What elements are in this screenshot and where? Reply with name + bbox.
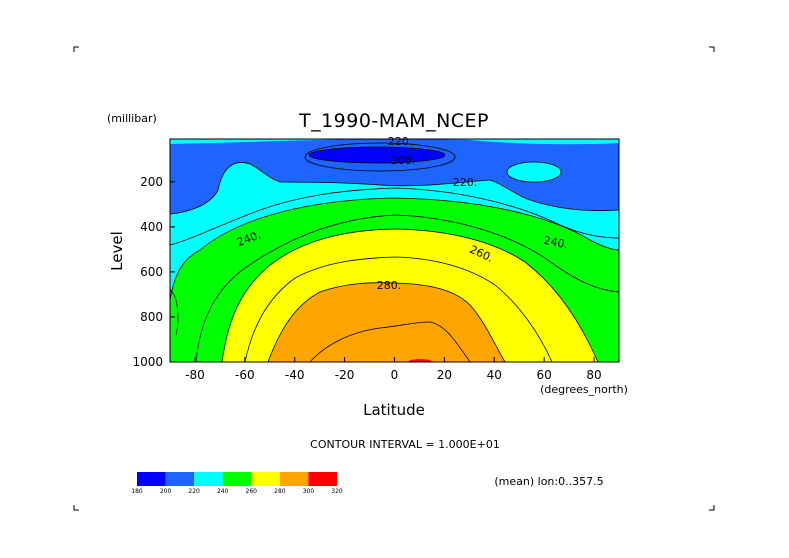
colorbar-swatch: [137, 472, 166, 486]
contour-line-250: [195, 214, 619, 362]
x-tick-label: -80: [185, 368, 205, 382]
contour-line-270: [244, 256, 553, 362]
colorbar-level-label: 300: [303, 488, 315, 495]
band-220-240-island: [507, 162, 561, 182]
x-tick-label: -60: [235, 368, 255, 382]
colorbar-level-label: 280: [274, 488, 286, 495]
colorbar-swatch: [279, 472, 309, 486]
band-200-220: [170, 139, 619, 214]
band-180-200: [309, 147, 445, 163]
colorbar-swatch: [251, 472, 280, 486]
contour-line-290: [309, 321, 471, 362]
contour-line-260: [221, 228, 599, 362]
contour-line-280: [267, 282, 506, 362]
contour-line-240: [170, 197, 619, 301]
x-tick-label: -20: [335, 368, 355, 382]
contour-label: 200.: [391, 154, 416, 167]
corner-mark-bottom-right: [709, 505, 715, 511]
x-axis-title: Latitude: [363, 401, 425, 419]
corner-mark-top-right: [709, 46, 715, 52]
colorbar-level-label: 220: [188, 488, 200, 495]
band-300-320: [408, 359, 432, 362]
colorbar: 180 200 220 240 260 280 300 320: [131, 472, 343, 495]
y-tick-label: 200: [140, 175, 163, 189]
colorbar-level-label: 320: [331, 488, 343, 495]
x-tick-label: 40: [487, 368, 502, 382]
contour-label: 240.: [542, 234, 569, 252]
contour-line-240-edge: [170, 289, 179, 336]
contour-interval-note: CONTOUR INTERVAL = 1.000E+01: [310, 438, 500, 451]
contour-label: 280.: [377, 279, 402, 292]
contour-fill-field: [170, 139, 619, 362]
x-units-label: (degrees_north): [540, 383, 628, 396]
x-tick-label: -40: [285, 368, 305, 382]
y-tick-label: 800: [140, 310, 163, 324]
contour-line-220-island: [506, 161, 562, 183]
y-axis: 200 400 600 800 1000: [132, 175, 175, 369]
x-tick-label: 0: [391, 368, 399, 382]
contour-line-210: [304, 142, 456, 172]
x-axis: -80 -60 -40 -20 0 20 40 60 80: [185, 357, 602, 382]
colorbar-swatch: [194, 472, 223, 486]
subset-note: (mean) lon:0..357.5: [494, 475, 603, 488]
y-axis-title: Level: [108, 231, 126, 271]
band-220-240-top: [170, 139, 619, 145]
colorbar-level-label: 200: [160, 488, 172, 495]
corner-mark-bottom-left: [73, 505, 79, 511]
y-tick-label: 600: [140, 265, 163, 279]
colorbar-swatch: [165, 472, 195, 486]
y-tick-label: 400: [140, 220, 163, 234]
y-units-label: (millibar): [107, 112, 157, 125]
x-tick-label: 80: [586, 368, 601, 382]
corner-mark-top-left: [73, 46, 79, 52]
colorbar-swatch: [222, 472, 252, 486]
colorbar-level-label: 180: [131, 488, 143, 495]
page-corner-marks: [73, 46, 715, 511]
band-280-300: [268, 282, 505, 362]
y-tick-label: 1000: [132, 355, 163, 369]
colorbar-level-label: 240: [217, 488, 229, 495]
contour-line-220: [170, 162, 619, 215]
contour-label: 220.: [388, 135, 413, 148]
x-tick-label: 60: [537, 368, 552, 382]
chart-title: T_1990-MAM_NCEP: [298, 110, 489, 132]
contour-lines: [170, 142, 619, 362]
x-tick-label: 20: [437, 368, 452, 382]
contour-label: 220.: [453, 176, 478, 189]
contour-line-200: [308, 146, 446, 164]
colorbar-swatch: [308, 472, 337, 486]
colorbar-level-label: 260: [246, 488, 258, 495]
